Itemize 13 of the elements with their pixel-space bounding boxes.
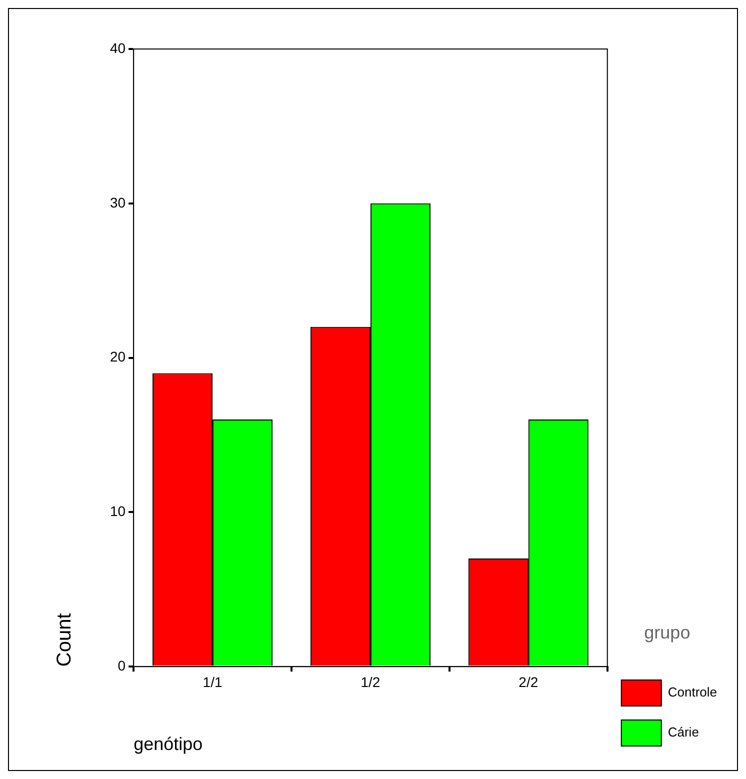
legend-title: grupo — [644, 622, 690, 642]
x-tick-label: 1/2 — [360, 674, 380, 690]
x-axis-title: genótipo — [134, 734, 203, 754]
y-tick-label: 10 — [110, 503, 126, 520]
y-tick-label: 20 — [110, 348, 126, 365]
y-tick-label: 30 — [110, 194, 126, 210]
y-tick-label: 40 — [110, 40, 126, 56]
y-axis-title: Count — [54, 612, 76, 667]
legend-label: Controle — [668, 684, 718, 700]
legend-label: Cárie — [668, 724, 699, 740]
x-tick-label: 1/1 — [202, 674, 222, 690]
x-tick-label: 2/2 — [518, 674, 538, 690]
y-tick-label: 0 — [118, 657, 126, 674]
